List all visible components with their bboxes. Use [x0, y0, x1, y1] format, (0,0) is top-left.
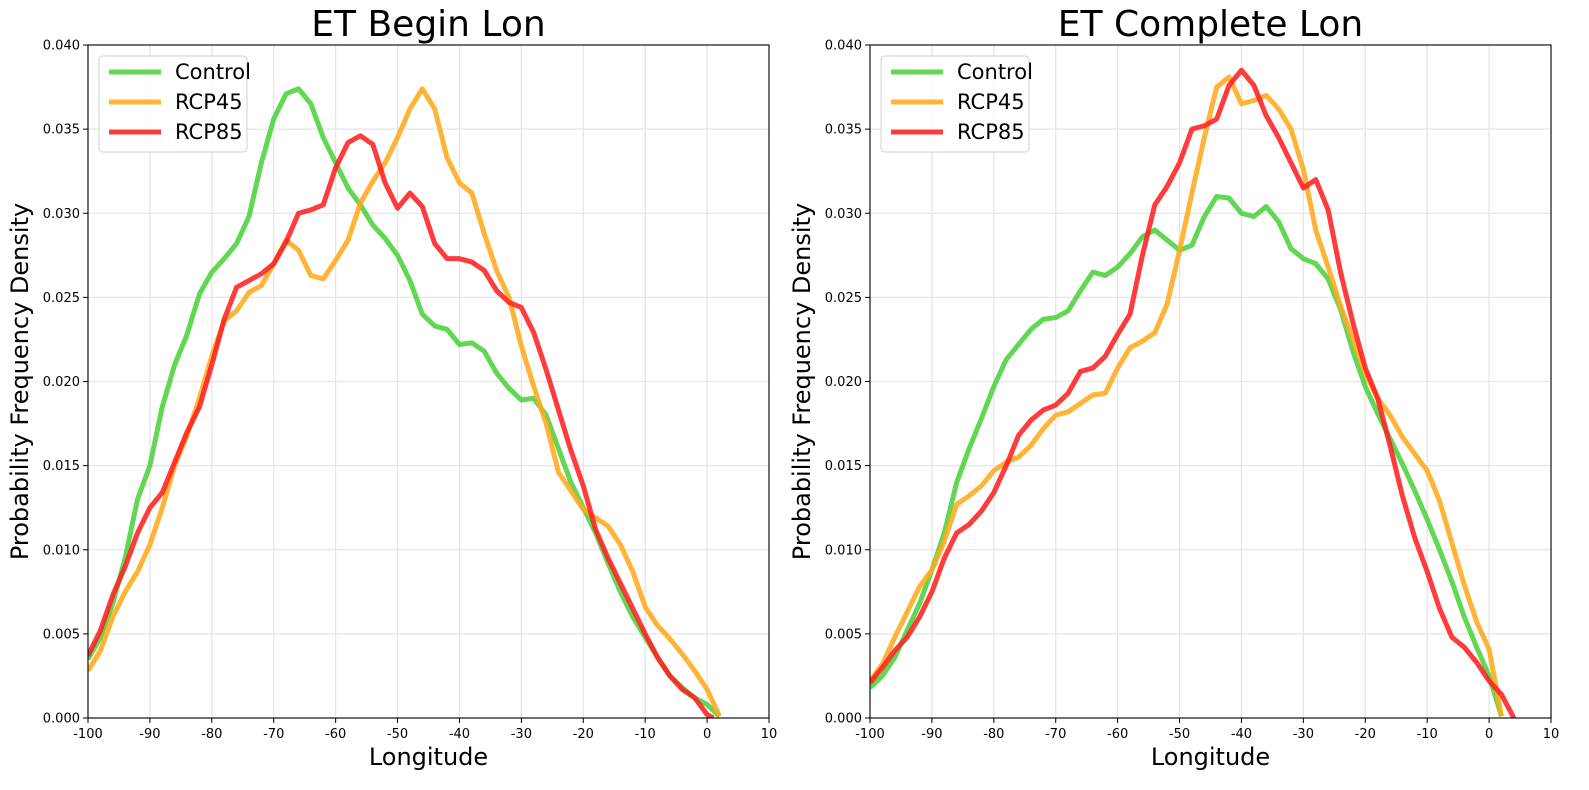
y-tick-label: 0.015: [825, 459, 862, 474]
y-tick-label: 0.020: [825, 375, 862, 390]
x-tick-label: -60: [325, 727, 346, 742]
x-tick-label: -80: [983, 727, 1004, 742]
chart-panel-2: -100 -90 -80 -70 -60 -50 -40 -30 -20 -10 0 100.0000…: [788, 4, 1559, 771]
legend-box: [98, 55, 248, 153]
x-tick-label: 10: [1543, 727, 1560, 742]
chart-panel-1: -100 -90 -80 -70 -60 -50 -40 -30 -20 -10 0 100.0000…: [6, 4, 777, 771]
x-tick-label: -70: [1045, 727, 1066, 742]
y-tick-label: 0.030: [43, 207, 80, 222]
x-tick-label: -10: [1417, 727, 1438, 742]
x-tick-label: -70: [263, 727, 284, 742]
y-axis-label: Probability Frequency Density: [6, 203, 34, 560]
legend-box: [880, 55, 1030, 153]
legend-label-rcp45: RCP45: [957, 90, 1025, 114]
x-tick-label: -40: [1231, 727, 1252, 742]
y-tick-label: 0.035: [825, 123, 862, 138]
x-tick-label: -60: [1107, 727, 1128, 742]
x-tick-label: 0: [703, 727, 711, 742]
legend-label-rcp85: RCP85: [957, 120, 1025, 144]
chart-title: ET Complete Lon: [1058, 4, 1363, 45]
x-tick-label: -80: [201, 727, 222, 742]
y-tick-label: 0.040: [825, 39, 862, 54]
x-tick-label: -90: [921, 727, 942, 742]
x-tick-label: 0: [1485, 727, 1493, 742]
y-tick-label: 0.020: [43, 375, 80, 390]
y-tick-label: 0.010: [825, 543, 862, 558]
legend: Control RCP45 RCP85: [880, 55, 1033, 153]
series-line-rcp85: [870, 67, 1517, 718]
series-line-control: [88, 86, 722, 718]
series-line-control: [870, 193, 1504, 718]
y-tick-label: 0.005: [825, 627, 862, 642]
y-tick-label: 0.030: [825, 207, 862, 222]
legend-label-control: Control: [175, 60, 251, 84]
chart-title: ET Begin Lon: [311, 4, 545, 45]
legend-label-rcp85: RCP85: [175, 120, 243, 144]
y-axis-label: Probability Frequency Density: [788, 203, 816, 560]
y-tick-label: 0.010: [43, 543, 80, 558]
x-tick-label: -100: [73, 727, 103, 742]
legend-label-control: Control: [957, 60, 1033, 84]
x-tick-label: -30: [511, 727, 532, 742]
x-tick-label: -10: [635, 727, 656, 742]
x-tick-label: -20: [1355, 727, 1376, 742]
series-group: [870, 67, 1517, 718]
legend: Control RCP45 RCP85: [98, 55, 251, 153]
legend-label-rcp45: RCP45: [175, 90, 243, 114]
y-tick-label: 0.040: [43, 39, 80, 54]
series-group: [88, 86, 722, 718]
x-tick-label: -30: [1293, 727, 1314, 742]
x-axis-label: Longitude: [1151, 743, 1270, 771]
x-tick-label: -20: [573, 727, 594, 742]
y-tick-label: 0.015: [43, 459, 80, 474]
series-line-rcp45: [88, 86, 722, 718]
x-tick-label: 10: [761, 727, 778, 742]
y-tick-label: 0.000: [825, 712, 862, 727]
x-tick-label: -40: [449, 727, 470, 742]
series-line-rcp85: [88, 133, 715, 718]
x-tick-label: -100: [855, 727, 885, 742]
y-tick-label: 0.025: [825, 291, 862, 306]
y-tick-label: 0.025: [43, 291, 80, 306]
x-tick-label: -50: [1169, 727, 1190, 742]
series-line-rcp45: [870, 74, 1504, 717]
x-tick-label: -90: [139, 727, 160, 742]
y-tick-label: 0.035: [43, 123, 80, 138]
x-axis-label: Longitude: [369, 743, 488, 771]
x-tick-label: -50: [387, 727, 408, 742]
y-tick-label: 0.000: [43, 712, 80, 727]
y-tick-label: 0.005: [43, 627, 80, 642]
